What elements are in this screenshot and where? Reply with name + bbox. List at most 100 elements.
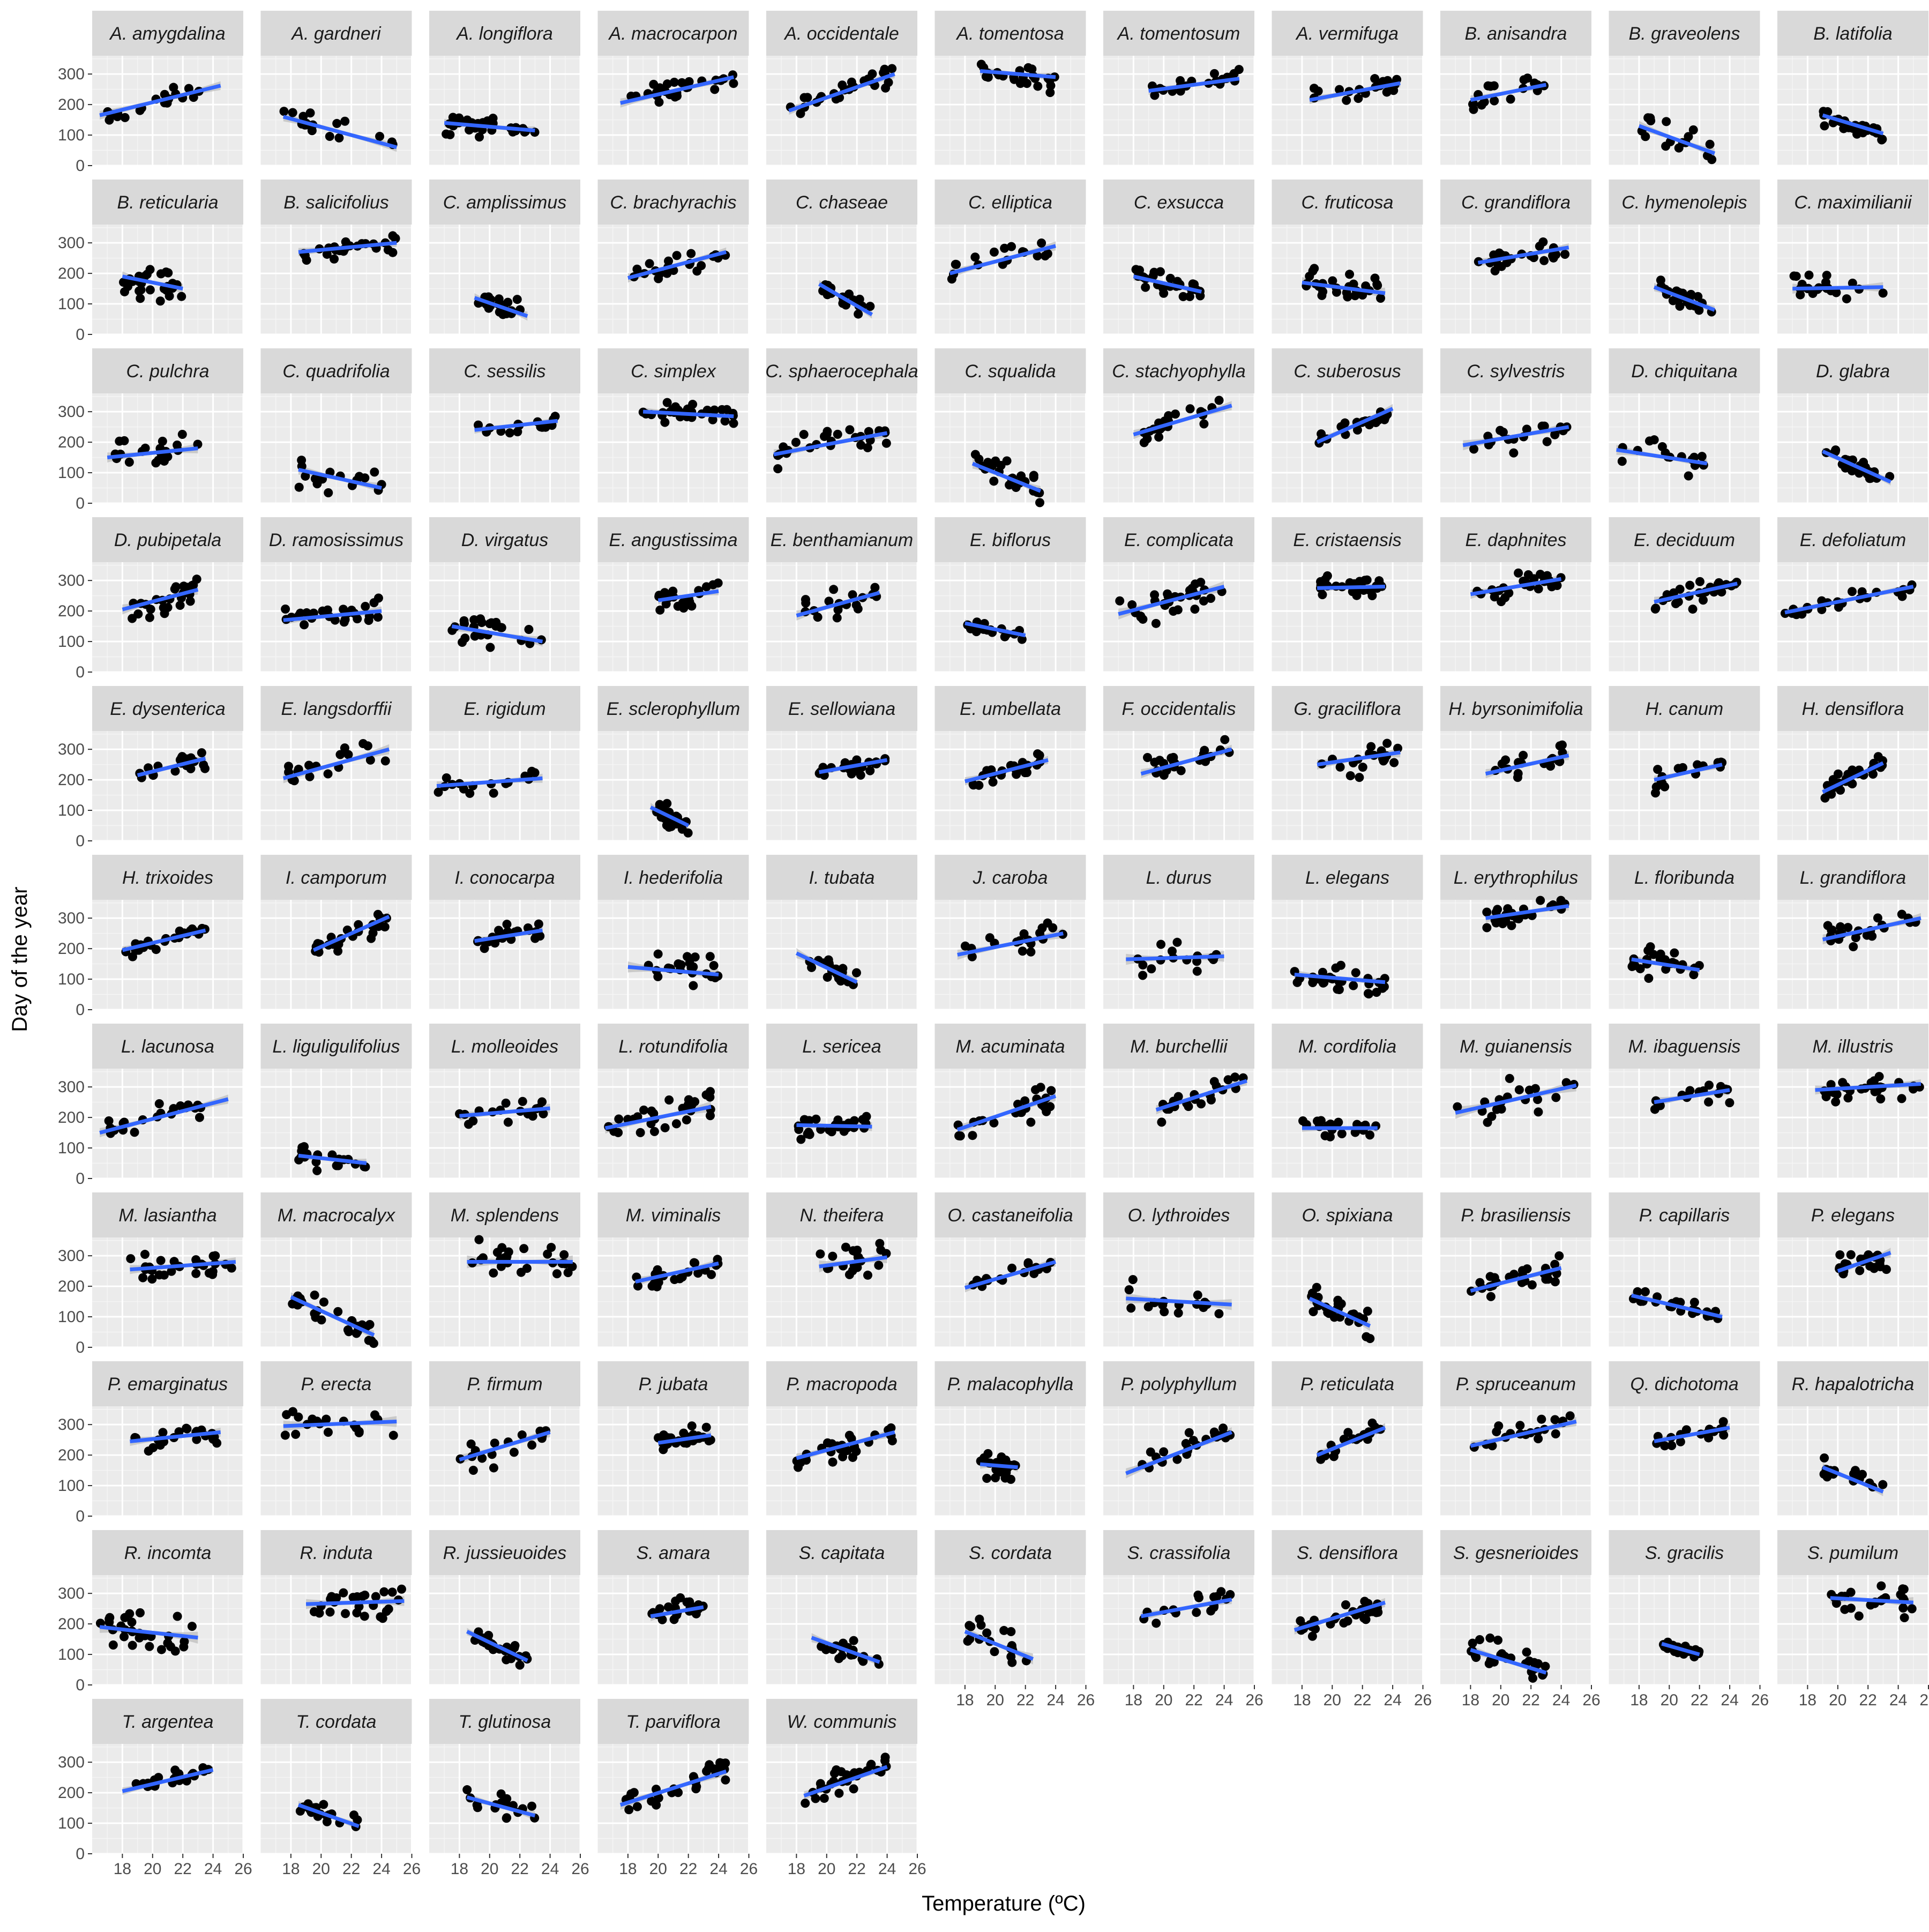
- data-point: [1876, 1094, 1885, 1103]
- facet-panel: N. theifera: [766, 1192, 917, 1347]
- data-point: [710, 85, 719, 94]
- data-point: [672, 92, 682, 101]
- data-point: [1469, 105, 1478, 114]
- data-point: [156, 1256, 166, 1265]
- data-point: [547, 1243, 556, 1252]
- data-point: [664, 1095, 674, 1105]
- facet-strip-label: E. langsdorffii: [281, 699, 392, 719]
- data-point: [1363, 1307, 1372, 1316]
- data-point: [294, 1413, 303, 1422]
- facet-strip-label: M. macrocalyx: [278, 1205, 395, 1226]
- data-point: [1546, 762, 1555, 771]
- facet-panel: A. gardneri: [261, 11, 412, 166]
- data-point: [169, 83, 178, 92]
- data-point: [1337, 1129, 1347, 1138]
- facet-strip-label: C. sylvestris: [1467, 361, 1565, 382]
- facet-strip-label: A. amygdalina: [109, 24, 225, 44]
- data-point: [1159, 289, 1168, 298]
- data-point: [1215, 396, 1224, 405]
- data-point: [209, 1251, 218, 1260]
- facet-strip-label: P. spruceanum: [1456, 1374, 1576, 1394]
- facet-panel: I. camporum: [261, 855, 412, 1010]
- facet-panel: E. biflorus: [935, 517, 1086, 672]
- facet-strip-label: H. canum: [1646, 699, 1724, 719]
- facet-panel: C. elliptica: [935, 180, 1086, 334]
- y-tick-label: 200: [58, 1446, 85, 1464]
- data-point: [947, 274, 956, 284]
- data-point: [1033, 81, 1042, 91]
- data-point: [489, 789, 498, 798]
- facet-panel: E. deciduum: [1609, 517, 1760, 672]
- facet-panel: R. hapalotricha: [1777, 1361, 1928, 1516]
- data-point: [341, 1609, 350, 1618]
- facet-strip-label: L. sericea: [802, 1036, 881, 1057]
- facet-strip-label: C. stachyophylla: [1112, 361, 1245, 382]
- data-point: [128, 1641, 137, 1650]
- data-point: [527, 1441, 536, 1450]
- data-point: [1298, 1116, 1307, 1125]
- data-point: [158, 437, 167, 446]
- data-point: [375, 132, 384, 141]
- facet-strip-label: L. molleoides: [451, 1036, 558, 1057]
- data-point: [1836, 922, 1845, 931]
- data-point: [1376, 294, 1385, 303]
- data-point: [800, 1115, 809, 1124]
- data-point: [1656, 950, 1665, 959]
- data-point: [823, 430, 832, 439]
- facet-strip-label: D. chiquitana: [1631, 361, 1737, 382]
- data-point: [1646, 942, 1655, 951]
- data-point: [1676, 585, 1685, 594]
- data-point: [1164, 411, 1173, 420]
- data-point: [373, 613, 383, 622]
- facet-panel: L. liguligulifolius: [261, 1024, 412, 1178]
- data-point: [300, 620, 309, 629]
- data-point: [176, 601, 185, 610]
- data-point: [852, 968, 861, 978]
- data-point: [1128, 1275, 1138, 1284]
- facet-strip-label: L. liguligulifolius: [272, 1036, 400, 1057]
- data-point: [1168, 946, 1177, 956]
- data-point: [1336, 763, 1345, 772]
- data-point: [974, 781, 983, 790]
- facet-strip-label: E. dysenterica: [110, 699, 225, 719]
- data-point: [1667, 1441, 1676, 1450]
- data-point: [1514, 569, 1523, 578]
- data-point: [1185, 1428, 1194, 1437]
- facet-strip-label: B. reticularia: [117, 192, 219, 213]
- data-point: [324, 1428, 333, 1437]
- data-point: [1174, 1308, 1183, 1317]
- facet-panel: S. capitata: [766, 1530, 917, 1685]
- data-point: [485, 643, 495, 652]
- facet-panel: C. squalida: [935, 348, 1086, 507]
- facet-panel: C. simplex: [598, 348, 749, 503]
- data-point: [397, 1585, 406, 1594]
- data-point: [1022, 79, 1031, 88]
- data-point: [467, 1439, 476, 1449]
- facet-strip-label: P. macropoda: [786, 1374, 897, 1394]
- data-point: [297, 1143, 306, 1152]
- data-point: [178, 430, 187, 439]
- data-point: [1848, 587, 1857, 596]
- facet-panel: C. brachyrachis: [598, 180, 749, 334]
- data-point: [310, 1291, 319, 1300]
- facet-strip-label: C. grandiflora: [1461, 192, 1571, 213]
- facet-panel: L. elegans: [1272, 855, 1423, 1010]
- y-tick-label: 100: [58, 1646, 85, 1664]
- data-point: [876, 1245, 885, 1255]
- data-point: [1354, 94, 1363, 103]
- data-point: [510, 1448, 519, 1457]
- data-point: [177, 752, 186, 761]
- y-tick-label: 0: [76, 157, 85, 175]
- facet-strip-label: P. brasiliensis: [1461, 1205, 1571, 1226]
- data-point: [445, 130, 454, 139]
- data-point: [1525, 1086, 1534, 1095]
- data-point: [1210, 1428, 1219, 1437]
- facet-panel: I. conocarpa: [429, 855, 580, 1010]
- data-point: [1843, 1093, 1852, 1102]
- facet-panel: B. latifolia: [1777, 11, 1928, 166]
- data-point: [367, 934, 376, 943]
- data-point: [858, 1115, 868, 1124]
- y-tick-label: 200: [58, 771, 85, 789]
